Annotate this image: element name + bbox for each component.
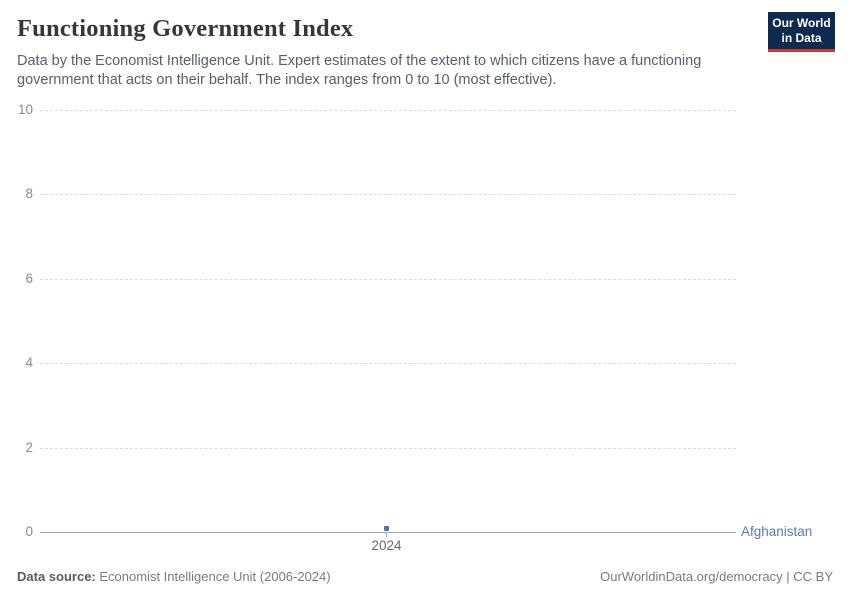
x-tick-label-2024: 2024 xyxy=(371,538,402,553)
owid-logo-line1: Our World xyxy=(772,16,831,30)
owid-logo-line2: in Data xyxy=(781,31,822,45)
chart-subtitle: Data by the Economist Intelligence Unit.… xyxy=(17,53,702,88)
chart-title: Functioning Government Index xyxy=(17,15,354,42)
owid-logo[interactable]: Our World in Data xyxy=(768,12,835,52)
footer-credit-link[interactable]: OurWorldinData.org/democracy | CC BY xyxy=(600,569,833,584)
x-tick-mark-2024 xyxy=(386,533,387,537)
footer-data-source: Data source: Economist Intelligence Unit… xyxy=(17,569,331,584)
y-tick-label-4: 4 xyxy=(25,355,33,370)
data-point-afghanistan-2024[interactable] xyxy=(384,526,389,531)
gridline-8 xyxy=(40,194,736,195)
y-tick-label-2: 2 xyxy=(25,440,33,455)
gridline-4 xyxy=(40,363,736,364)
entity-label-afghanistan[interactable]: Afghanistan xyxy=(741,524,813,539)
gridline-10 xyxy=(40,110,736,111)
gridline-6 xyxy=(40,279,736,280)
y-tick-label-6: 6 xyxy=(25,271,33,286)
y-tick-label-10: 10 xyxy=(17,102,33,117)
y-tick-label-0: 0 xyxy=(25,524,33,539)
x-axis-line xyxy=(40,532,736,533)
gridline-2 xyxy=(40,448,736,449)
y-tick-label-8: 8 xyxy=(25,186,33,201)
footer-data-source-value: Economist Intelligence Unit (2006-2024) xyxy=(95,569,331,584)
footer-data-source-label: Data source: xyxy=(17,569,96,584)
